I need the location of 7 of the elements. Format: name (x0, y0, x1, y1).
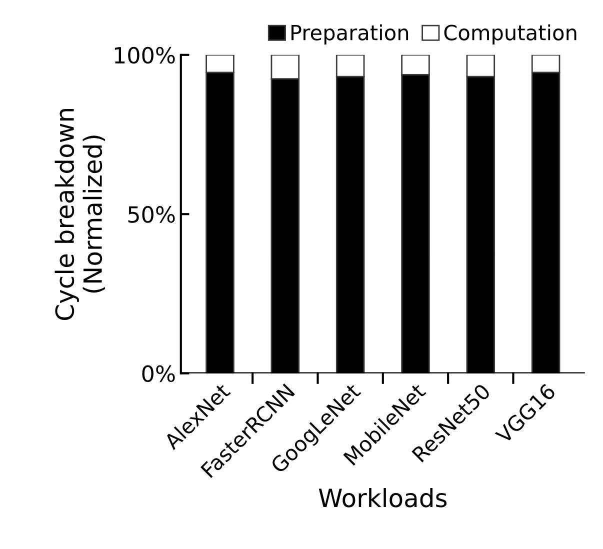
legend-label: Preparation (292, 24, 408, 44)
x-axis-title: Workloads (318, 488, 447, 508)
y-tick-label: 50% (128, 206, 175, 223)
y-tick-label: 0% (142, 365, 175, 382)
y-axis-title: Cycle breakdown (Normalized) (54, 108, 106, 320)
legend-label: Computation (444, 24, 576, 44)
y-tick-label: 100% (114, 46, 175, 64)
